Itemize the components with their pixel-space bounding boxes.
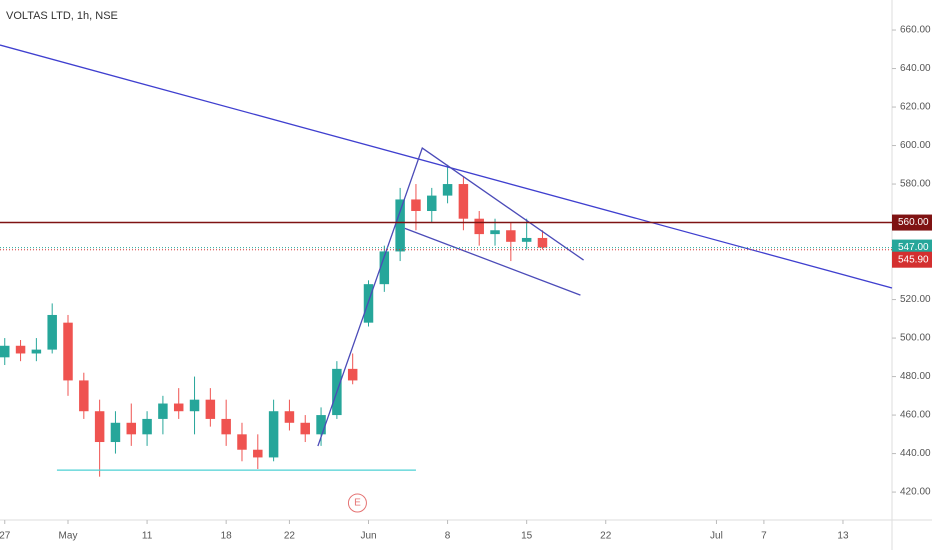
price-label: 547.00 [898, 242, 929, 253]
candle-body [474, 218, 484, 235]
x-tick-label: Jun [360, 531, 376, 542]
candle-body [110, 422, 121, 443]
candle-body [300, 422, 310, 435]
candle-body [63, 322, 73, 381]
y-tick-label: 500.00 [900, 333, 931, 344]
candle-body [158, 403, 168, 419]
candle-body [221, 418, 231, 435]
y-tick-label: 580.00 [900, 179, 931, 190]
candle-body [94, 411, 105, 443]
price-label: 545.90 [898, 254, 929, 265]
candle-body [126, 422, 137, 435]
candle-body [284, 411, 295, 423]
x-tick-label: 27 [0, 531, 11, 542]
x-tick-label: 13 [837, 531, 849, 542]
price-label-bg [892, 251, 932, 268]
candle-body [253, 449, 263, 458]
trend-line [404, 227, 581, 296]
candle-body [15, 345, 26, 354]
price-label-bg [892, 239, 932, 256]
candle-body [537, 237, 548, 248]
candle-body [142, 418, 152, 435]
x-tick-label: 18 [221, 531, 233, 542]
candle-body [47, 314, 57, 350]
x-tick-label: 15 [521, 531, 533, 542]
y-tick-label: 600.00 [900, 140, 931, 151]
chart-title: VOLTAS LTD, 1h, NSE [6, 10, 118, 22]
event-label: E [354, 498, 361, 509]
x-tick-label: 22 [284, 531, 296, 542]
x-tick-label: 8 [445, 531, 451, 542]
y-tick-label: 440.00 [900, 448, 931, 459]
candle-body [411, 199, 421, 212]
candle-body [268, 411, 279, 458]
price-label: 560.00 [898, 217, 929, 228]
event-marker [347, 493, 367, 513]
candle-body [395, 199, 405, 252]
trend-line [0, 44, 893, 289]
candle-body [31, 349, 42, 354]
y-tick-label: 640.00 [900, 63, 931, 74]
x-tick-label: 11 [142, 531, 153, 542]
candle-body [379, 251, 390, 285]
y-tick-label: 660.00 [900, 25, 931, 36]
price-label-bg [892, 214, 932, 231]
x-tick-label: Jul [710, 531, 723, 542]
x-tick-label: May [59, 531, 78, 542]
x-tick-label: 22 [600, 531, 612, 542]
candle-body [506, 230, 516, 242]
y-tick-label: 460.00 [900, 410, 931, 421]
candle-body [79, 380, 89, 412]
y-tick-label: 620.00 [900, 102, 931, 113]
candle-body [205, 399, 216, 419]
y-tick-label: 480.00 [900, 371, 931, 382]
candle-body [189, 399, 200, 412]
y-tick-label: 520.00 [900, 294, 931, 305]
candle-body [442, 184, 453, 196]
candle-body [347, 368, 358, 381]
candle-body [0, 345, 10, 358]
candle-body [316, 415, 326, 435]
candle-body [521, 237, 532, 242]
candle-body [490, 230, 500, 235]
candle-body [173, 403, 184, 412]
x-tick-label: 7 [761, 531, 767, 542]
candle-body [237, 434, 247, 450]
y-tick-label: 420.00 [900, 487, 931, 498]
candle-body [458, 184, 469, 219]
candle-body [427, 195, 437, 212]
